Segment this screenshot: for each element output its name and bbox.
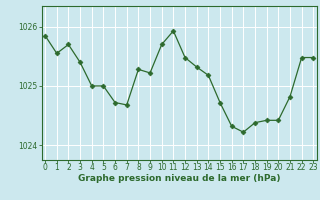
X-axis label: Graphe pression niveau de la mer (hPa): Graphe pression niveau de la mer (hPa) — [78, 174, 280, 183]
